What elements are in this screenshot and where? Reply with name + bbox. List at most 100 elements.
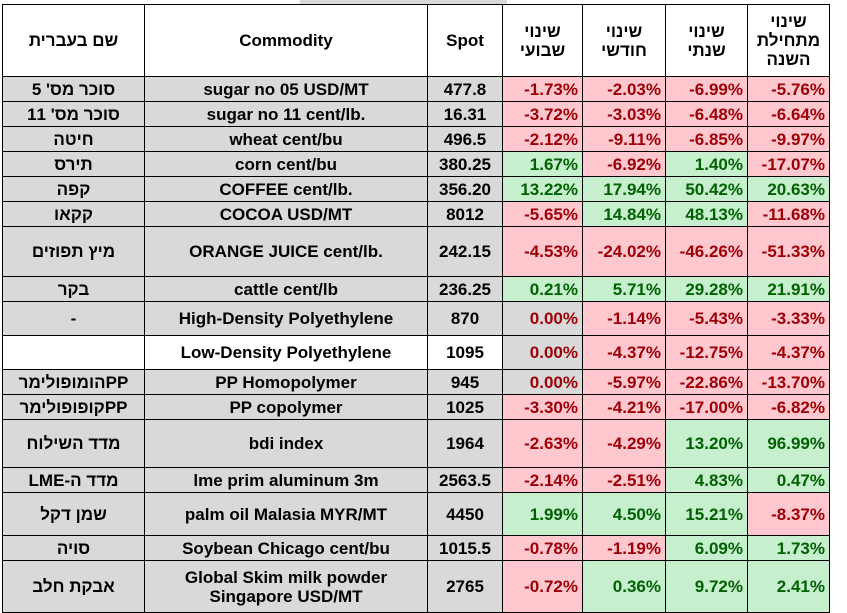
ytd-change-cell: 21.91%	[747, 276, 830, 302]
hebrew-name-cell: אבקת חלב	[2, 560, 145, 613]
ytd-change-cell: 96.99%	[747, 419, 830, 468]
ytd-change-cell: 1.73%	[747, 535, 830, 561]
monthly-change-cell: -3.03%	[582, 101, 666, 127]
commodity-cell: cattle cent/lb	[144, 276, 428, 302]
monthly-change-cell: -4.37%	[582, 335, 666, 370]
yearly-change-cell: -12.75%	[665, 335, 748, 370]
monthly-change-cell: -1.14%	[582, 301, 666, 336]
monthly-change-cell: 17.94%	[582, 176, 666, 202]
table-row: סוכר מס' 11 sugar no 11 cent/lb. 16.31 -3.7…	[2, 101, 830, 127]
header-spot: Spot	[427, 4, 503, 77]
hebrew-name-cell: -	[2, 301, 145, 336]
spot-cell: 380.25	[427, 151, 503, 177]
spot-cell: 496.5	[427, 126, 503, 152]
table-row: מדד ה-LME lme prim aluminum 3m 2563.5 -2.14…	[2, 467, 830, 493]
weekly-change-cell: -2.14%	[502, 467, 583, 493]
ytd-change-cell: -6.64%	[747, 101, 830, 127]
commodity-cell: COCOA USD/MT	[144, 201, 428, 227]
yearly-change-cell: -5.43%	[665, 301, 748, 336]
weekly-change-cell: 0.21%	[502, 276, 583, 302]
yearly-change-cell: -6.85%	[665, 126, 748, 152]
commodities-table: שם בעברית Commodity Spot שינוי שבועי שינ…	[2, 4, 830, 613]
commodity-cell: sugar no 05 USD/MT	[144, 76, 428, 102]
spot-cell: 945	[427, 369, 503, 395]
yearly-change-cell: 48.13%	[665, 201, 748, 227]
weekly-change-cell: -2.63%	[502, 419, 583, 468]
table-row: קפה COFFEE cent/lb. 356.20 13.22% 17.94% 50.4…	[2, 176, 830, 202]
ytd-change-cell: 20.63%	[747, 176, 830, 202]
yearly-change-cell: -17.00%	[665, 394, 748, 420]
commodity-cell: sugar no 11 cent/lb.	[144, 101, 428, 127]
table-row: חיטה wheat cent/bu 496.5 -2.12% -9.11% -6.85%…	[2, 126, 830, 152]
table-row: PPהומופולימר PP Homopolymer 945 0.00% -5.97%…	[2, 369, 830, 395]
header-ytd-change: שינוי מתחילת השנה	[747, 4, 830, 77]
spot-cell: 242.15	[427, 226, 503, 277]
yearly-change-cell: 15.21%	[665, 492, 748, 536]
ytd-change-cell: -6.82%	[747, 394, 830, 420]
monthly-change-cell: -4.21%	[582, 394, 666, 420]
commodity-cell: Global Skim milk powder Singapore USD/MT	[144, 560, 428, 613]
weekly-change-cell: -0.78%	[502, 535, 583, 561]
spot-cell: 4450	[427, 492, 503, 536]
monthly-change-cell: -2.51%	[582, 467, 666, 493]
yearly-change-cell: -22.86%	[665, 369, 748, 395]
table-row: מיץ תפוזים ORANGE JUICE cent/lb. 242.15 -4.…	[2, 226, 830, 277]
commodity-cell: wheat cent/bu	[144, 126, 428, 152]
yearly-change-cell: -46.26%	[665, 226, 748, 277]
weekly-change-cell: -0.72%	[502, 560, 583, 613]
hebrew-name-cell: PPהומופולימר	[2, 369, 145, 395]
ytd-change-cell: -4.37%	[747, 335, 830, 370]
hebrew-name-cell: מדד ה-LME	[2, 467, 145, 493]
spot-cell: 870	[427, 301, 503, 336]
table-row: PPקופופולימר PP copolymer 1025 -3.30% -4.21%…	[2, 394, 830, 420]
weekly-change-cell: -1.73%	[502, 76, 583, 102]
spot-cell: 1964	[427, 419, 503, 468]
yearly-change-cell: 6.09%	[665, 535, 748, 561]
ytd-change-cell: -9.97%	[747, 126, 830, 152]
yearly-change-cell: 50.42%	[665, 176, 748, 202]
commodity-cell: PP copolymer	[144, 394, 428, 420]
monthly-change-cell: 5.71%	[582, 276, 666, 302]
commodity-cell: palm oil Malasia MYR/MT	[144, 492, 428, 536]
table-row: קקאו COCOA USD/MT 8012 -5.65% 14.84% 48.13% -1…	[2, 201, 830, 227]
commodity-cell: COFFEE cent/lb.	[144, 176, 428, 202]
ytd-change-cell: -5.76%	[747, 76, 830, 102]
weekly-change-cell: 0.00%	[502, 301, 583, 336]
header-yearly-change: שינוי שנתי	[665, 4, 748, 77]
table-row: סוכר מס' 5 sugar no 05 USD/MT 477.8 -1.73% -…	[2, 76, 830, 102]
yearly-change-cell: -6.99%	[665, 76, 748, 102]
spot-cell: 1095	[427, 335, 503, 370]
monthly-change-cell: -6.92%	[582, 151, 666, 177]
commodity-cell: Soybean Chicago cent/bu	[144, 535, 428, 561]
table-row: אבקת חלב Global Skim milk powder Singapor…	[2, 560, 830, 613]
yearly-change-cell: 29.28%	[665, 276, 748, 302]
monthly-change-cell: -2.03%	[582, 76, 666, 102]
monthly-change-cell: -9.11%	[582, 126, 666, 152]
spot-cell: 477.8	[427, 76, 503, 102]
weekly-change-cell: 0.00%	[502, 335, 583, 370]
spot-cell: 16.31	[427, 101, 503, 127]
header-row: שם בעברית Commodity Spot שינוי שבועי שינ…	[2, 4, 830, 77]
hebrew-name-cell: שמן דקל	[2, 492, 145, 536]
commodity-cell: ORANGE JUICE cent/lb.	[144, 226, 428, 277]
spot-cell: 1025	[427, 394, 503, 420]
weekly-change-cell: 1.67%	[502, 151, 583, 177]
commodity-cell: corn cent/bu	[144, 151, 428, 177]
ytd-change-cell: 2.41%	[747, 560, 830, 613]
hebrew-name-cell: סוכר מס' 5	[2, 76, 145, 102]
table-body: סוכר מס' 5 sugar no 05 USD/MT 477.8 -1.73% -…	[2, 76, 830, 613]
table-row: מדד השילוח bdi index 1964 -2.63% -4.29% 13.20…	[2, 419, 830, 468]
weekly-change-cell: -2.12%	[502, 126, 583, 152]
hebrew-name-cell: קקאו	[2, 201, 145, 227]
monthly-change-cell: 0.36%	[582, 560, 666, 613]
table-row: שמן דקל palm oil Malasia MYR/MT 4450 1.99% 4…	[2, 492, 830, 536]
table-row: בקר cattle cent/lb 236.25 0.21% 5.71% 29.28% 2…	[2, 276, 830, 302]
spot-cell: 356.20	[427, 176, 503, 202]
hebrew-name-cell	[2, 335, 145, 370]
weekly-change-cell: 1.99%	[502, 492, 583, 536]
spot-cell: 236.25	[427, 276, 503, 302]
header-weekly-change: שינוי שבועי	[502, 4, 583, 77]
commodity-cell: PP Homopolymer	[144, 369, 428, 395]
hebrew-name-cell: חיטה	[2, 126, 145, 152]
commodity-cell: lme prim aluminum 3m	[144, 467, 428, 493]
